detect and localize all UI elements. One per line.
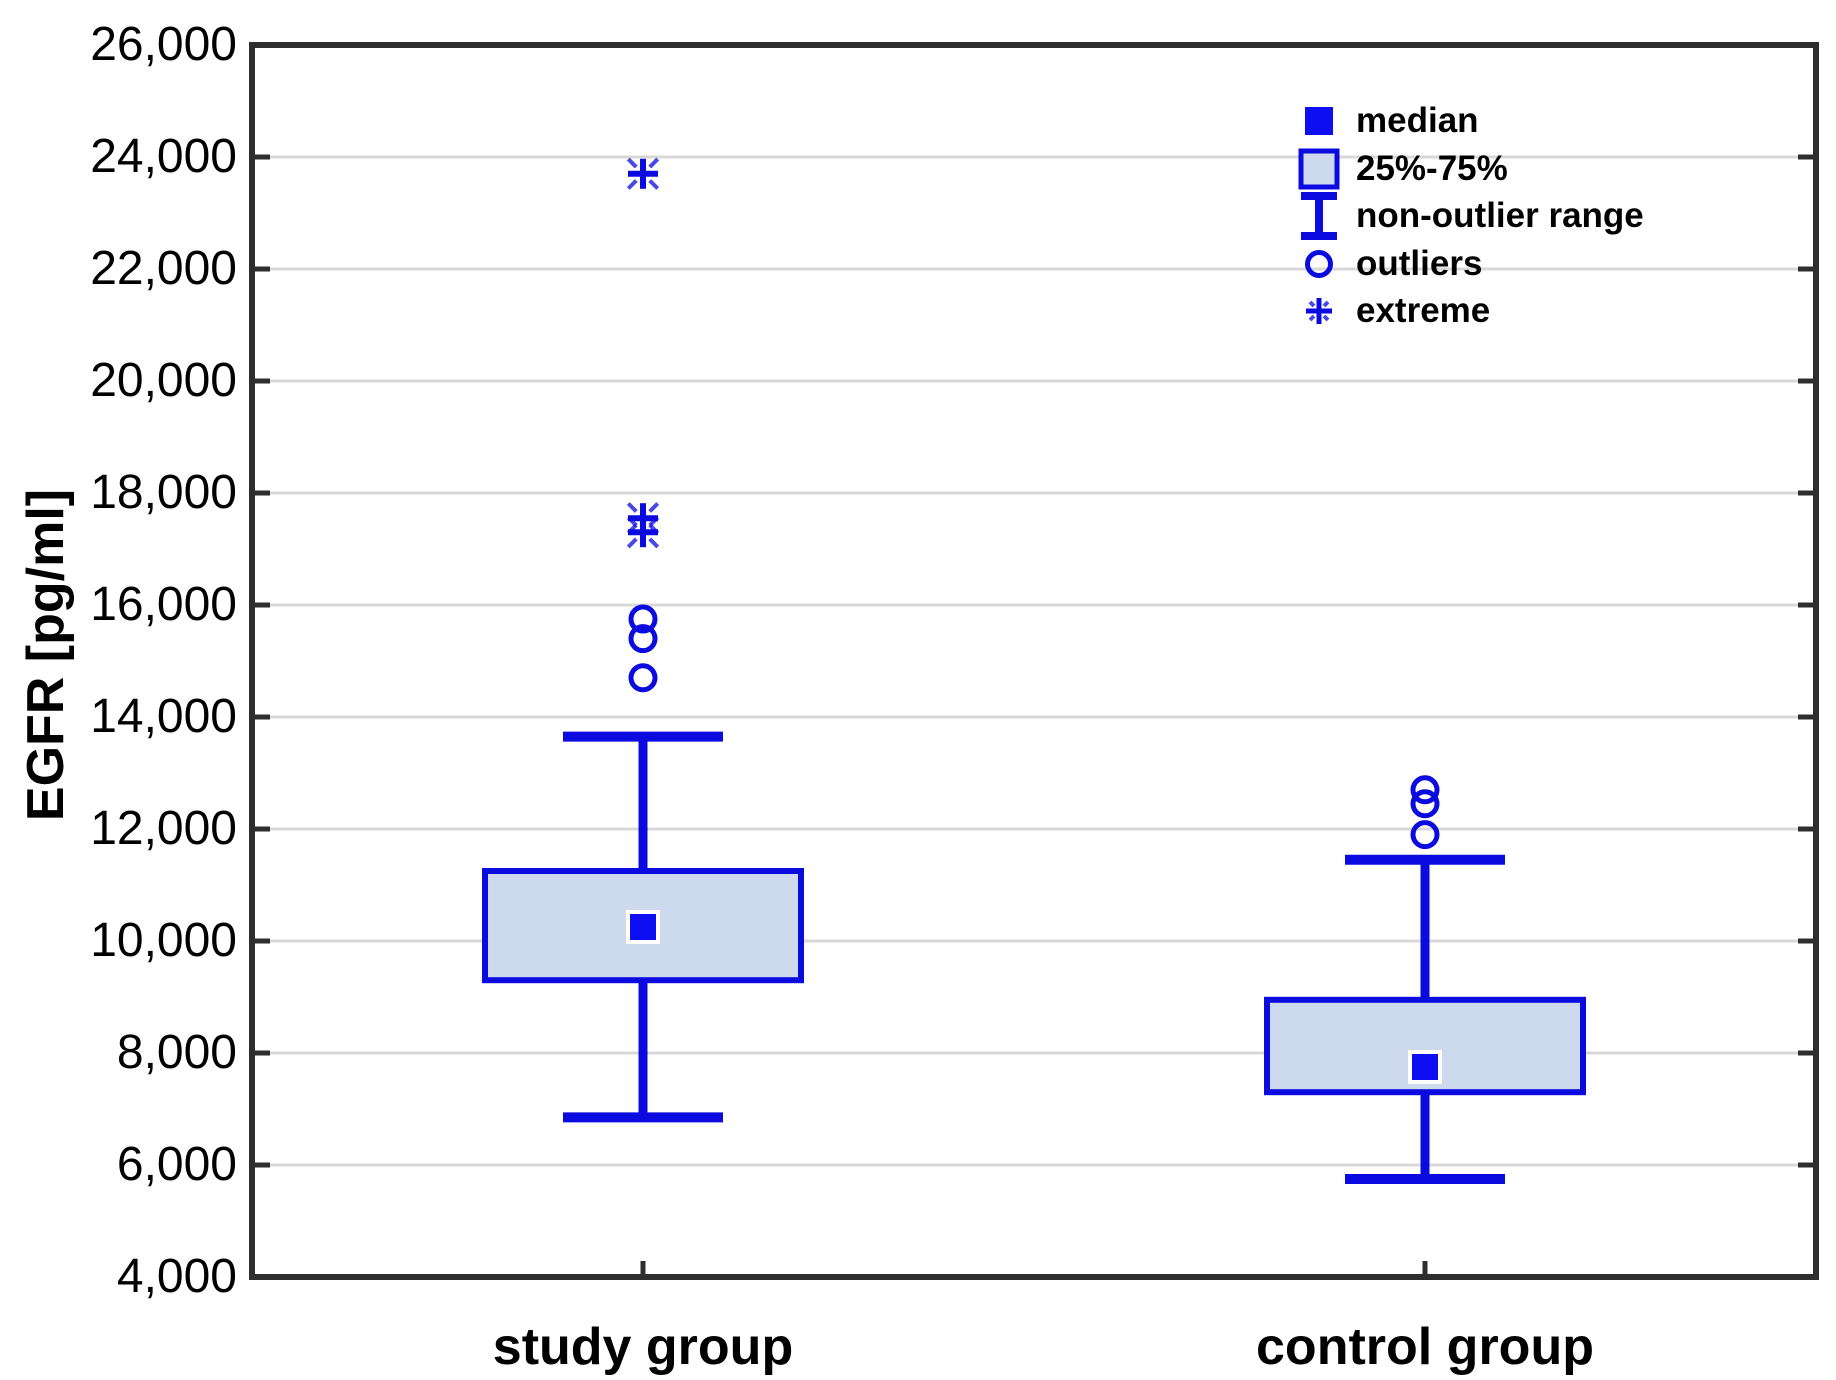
x-category-label-control: control group (1256, 1318, 1594, 1376)
y-tick-label: 16,000 (90, 578, 237, 631)
legend-item: extreme (1294, 286, 1490, 336)
y-tick-label: 10,000 (90, 914, 237, 967)
y-axis-title: EGFR [pg/ml] (17, 488, 75, 822)
whisker-ibeam-icon (1301, 192, 1337, 240)
outlier-marker (628, 663, 658, 693)
legend-label: 25%-75% (1356, 148, 1508, 188)
y-tick-label: 20,000 (90, 354, 237, 407)
median-marker (630, 914, 656, 940)
y-tick-label: 26,000 (90, 18, 237, 71)
median-square-icon (1305, 107, 1333, 135)
box-25-75-icon (1298, 148, 1340, 189)
y-tick-label: 4,000 (116, 1250, 237, 1303)
y-tick-label: 24,000 (90, 130, 237, 183)
y-tick-label: 18,000 (90, 466, 237, 519)
y-tick-label: 22,000 (90, 242, 237, 295)
median-marker (1412, 1054, 1438, 1080)
outlier-marker (628, 604, 658, 634)
outlier-marker (628, 624, 658, 654)
y-tick-label: 6,000 (116, 1138, 237, 1191)
y-tick-label: 8,000 (116, 1026, 237, 1079)
legend-item: 25%-75% (1294, 144, 1508, 194)
legend-item: outliers (1294, 239, 1482, 289)
legend-item: median (1294, 96, 1479, 146)
x-category-label-study: study group (492, 1318, 794, 1376)
outlier-marker (1410, 820, 1440, 850)
legend-label: extreme (1356, 291, 1491, 330)
outlier-marker (1410, 789, 1440, 819)
legend-label: outliers (1356, 243, 1483, 283)
plot-border (249, 42, 1819, 1280)
extreme-asterisk-icon (1306, 298, 1332, 324)
y-tick-label: 14,000 (90, 690, 237, 743)
outlier-marker (1410, 775, 1440, 805)
legend-item: non-outlier range (1294, 191, 1644, 241)
legend-label: median (1356, 101, 1479, 140)
legend-label: non-outlier range (1356, 196, 1644, 235)
outlier-circle-icon (1305, 249, 1333, 278)
y-tick-label: 12,000 (90, 802, 237, 855)
